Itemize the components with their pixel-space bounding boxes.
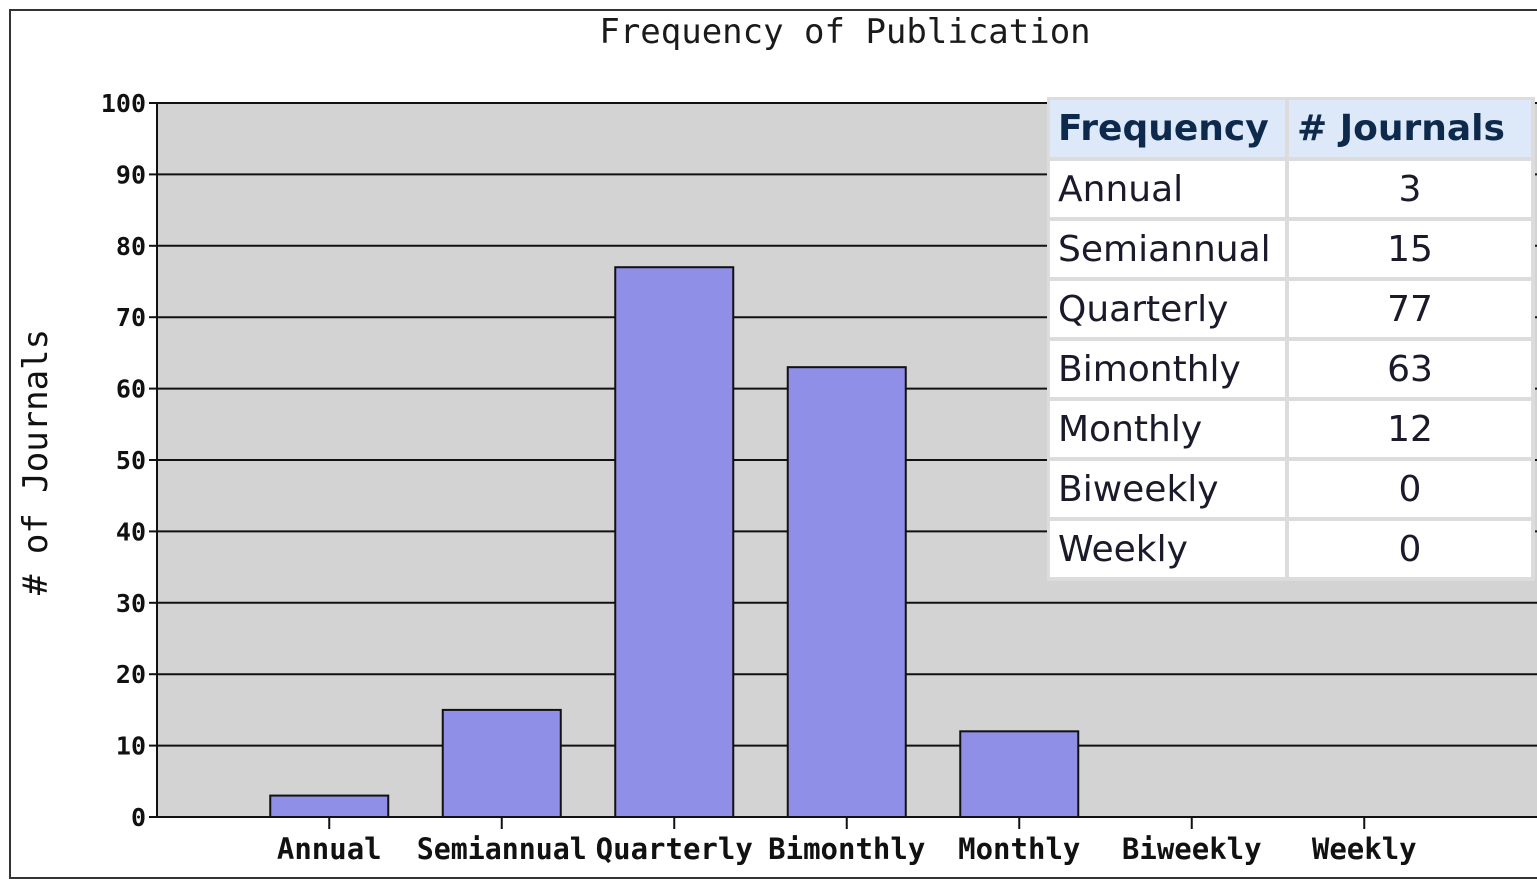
x-tick-label: Annual — [277, 832, 382, 865]
bar — [959, 730, 1080, 819]
x-tick-label: Semiannual — [417, 832, 587, 865]
table-cell-frequency: Monthly — [1050, 401, 1289, 461]
column-header-journals: # Journals — [1289, 100, 1535, 161]
y-tick-label: 100 — [101, 89, 146, 118]
y-tick-label: 20 — [116, 660, 146, 689]
y-tick-label: 40 — [116, 517, 146, 546]
table-cell-count: 0 — [1289, 461, 1535, 521]
table-cell-frequency: Quarterly — [1050, 281, 1289, 341]
table-row: Bimonthly 63 — [1050, 341, 1535, 401]
x-tick-label: Monthly — [958, 832, 1080, 865]
y-tick-label: 90 — [116, 160, 146, 189]
y-tick-label: 50 — [116, 446, 146, 475]
y-tick-label: 30 — [116, 589, 146, 618]
table-row: Weekly 0 — [1050, 521, 1535, 581]
frequency-table: Frequency # Journals Annual 3 Semiannual… — [1047, 97, 1535, 581]
table-cell-count: 63 — [1289, 341, 1535, 401]
y-tick-label: 80 — [116, 232, 146, 261]
bar — [614, 266, 735, 819]
y-tick-label: 0 — [131, 803, 146, 832]
table-cell-frequency: Weekly — [1050, 521, 1289, 581]
table-row: Monthly 12 — [1050, 401, 1535, 461]
table-cell-count: 77 — [1289, 281, 1535, 341]
bar — [441, 708, 562, 819]
table-row: Annual 3 — [1050, 161, 1535, 221]
table-cell-count: 15 — [1289, 221, 1535, 281]
table-cell-count: 0 — [1289, 521, 1535, 581]
table-cell-frequency: Annual — [1050, 161, 1289, 221]
table-cell-frequency: Bimonthly — [1050, 341, 1289, 401]
bar — [786, 366, 907, 818]
table-row: Semiannual 15 — [1050, 221, 1535, 281]
bar — [269, 794, 390, 819]
y-tick-label: 10 — [116, 732, 146, 761]
x-tick-label: Weekly — [1312, 832, 1417, 865]
y-tick-label: 60 — [116, 375, 146, 404]
column-header-frequency: Frequency — [1050, 100, 1289, 161]
table-header-row: Frequency # Journals — [1050, 100, 1535, 161]
y-tick-label: 70 — [116, 303, 146, 332]
chart-title: Frequency of Publication — [599, 12, 1091, 52]
table-cell-count: 12 — [1289, 401, 1535, 461]
table-row: Quarterly 77 — [1050, 281, 1535, 341]
x-tick-label: Bimonthly — [768, 832, 925, 865]
y-axis-label: # of Journals — [16, 328, 56, 596]
table-cell-frequency: Biweekly — [1050, 461, 1289, 521]
x-tick-label: Biweekly — [1122, 832, 1262, 865]
table-row: Biweekly 0 — [1050, 461, 1535, 521]
table-cell-frequency: Semiannual — [1050, 221, 1289, 281]
x-tick-label: Quarterly — [596, 832, 753, 865]
table-cell-count: 3 — [1289, 161, 1535, 221]
